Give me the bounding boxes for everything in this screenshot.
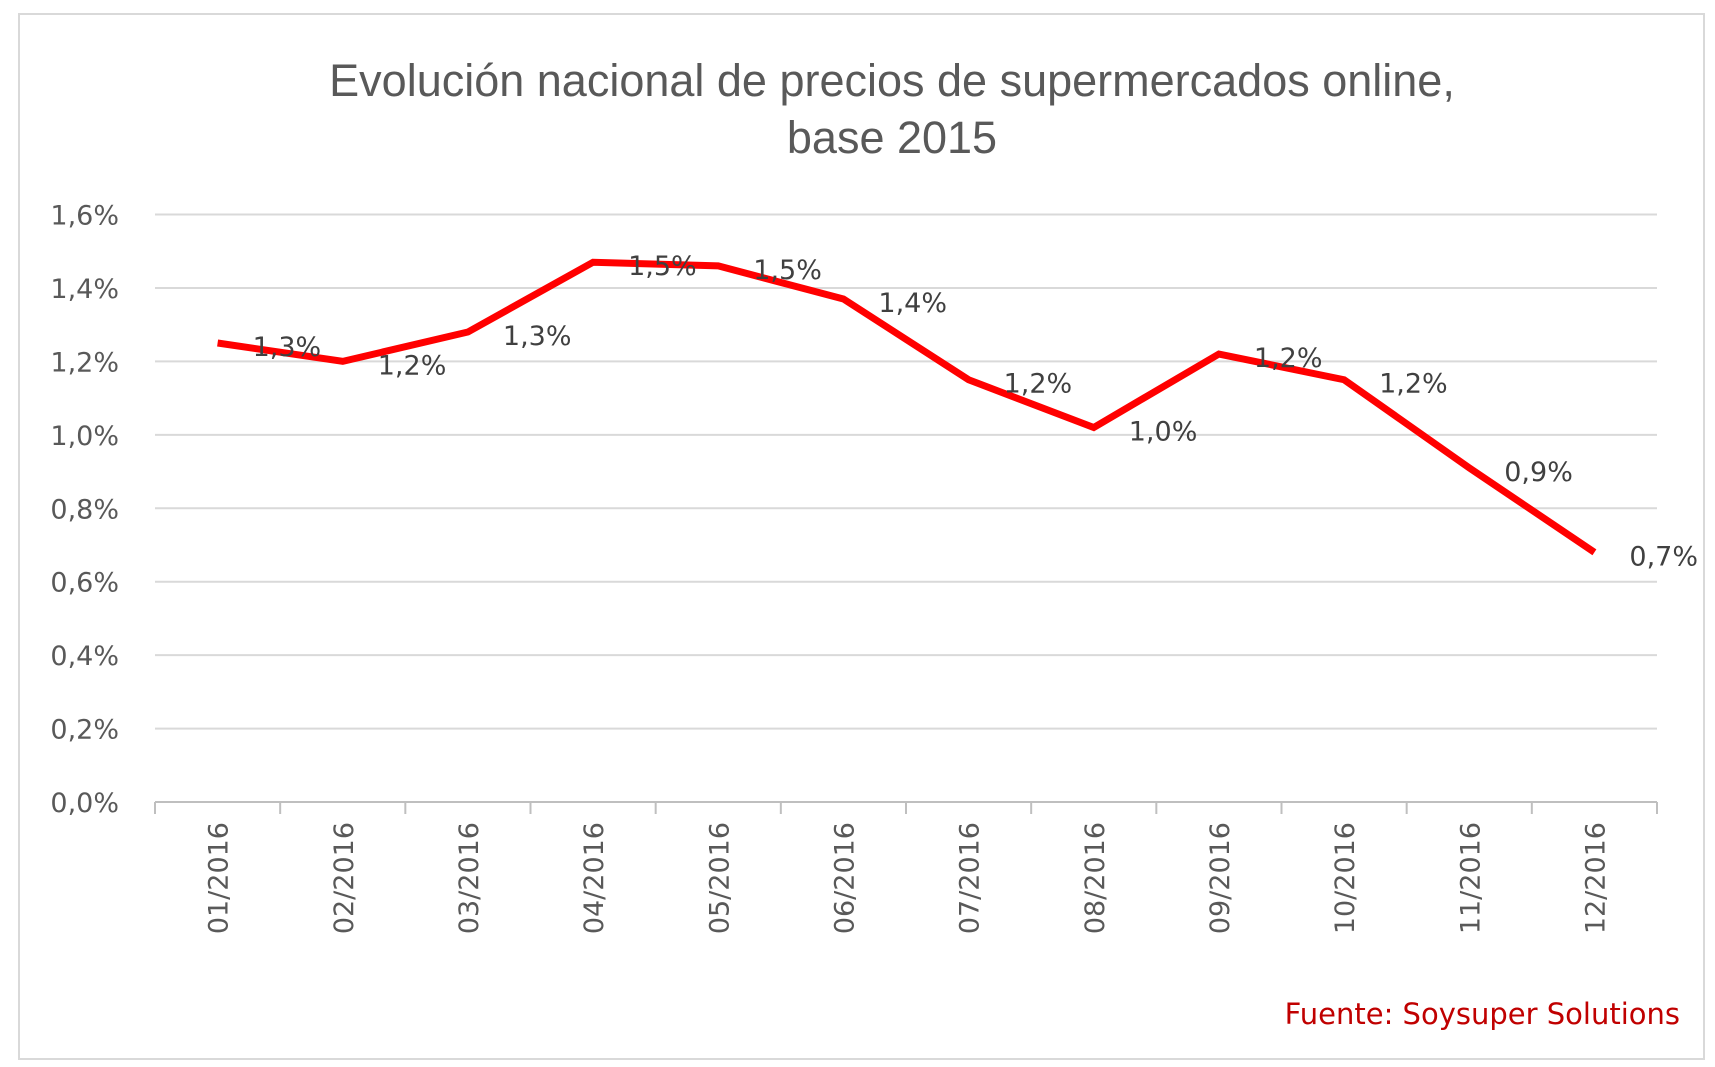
series-line [217,258,1597,556]
data-label: 1,2% [1004,369,1073,400]
x-tick-label: 11/2016 [1455,822,1486,934]
data-label: 1,0% [1129,416,1198,447]
data-label: 1,4% [878,288,947,319]
x-tick-label: 06/2016 [829,822,860,934]
x-tick-label: 10/2016 [1330,822,1361,934]
chart-frame [18,13,1705,1060]
x-tick-label: 08/2016 [1080,822,1111,934]
y-tick-label: 0,6% [50,568,119,599]
data-label: 0,9% [1504,457,1573,488]
x-tick-label: 04/2016 [579,822,610,934]
data-label: 1,5% [628,251,697,282]
chart-title-line-1: Evolución nacional de precios de superme… [329,55,1455,106]
y-tick-label: 1,4% [50,274,119,305]
data-label: 1,5% [753,255,822,286]
y-tick-label: 0,8% [50,494,119,525]
x-tick-label: 09/2016 [1205,822,1236,934]
x-tick-label: 05/2016 [704,822,735,934]
x-tick-label: 12/2016 [1580,822,1611,934]
x-tick-label: 07/2016 [955,822,986,934]
series-group [217,258,1597,556]
y-axis: 0,0% 0,2% 0,4% 0,6% 0,8% 1,0% 1,2% 1,4% 1,6% [50,201,119,820]
source-note: Fuente: Soysuper Solutions [1285,997,1680,1031]
chart-title-line-2: base 2015 [787,112,997,163]
x-tick-label: 02/2016 [329,822,360,934]
y-tick-label: 0,0% [50,788,119,819]
y-tick-label: 1,2% [50,347,119,378]
data-label: 1,3% [503,321,572,352]
gridlines [155,213,1657,730]
y-tick-label: 1,6% [50,201,119,232]
data-label: 1,2% [1254,343,1323,374]
data-label: 0,7% [1629,541,1698,572]
data-label: 1,3% [253,332,322,363]
x-tick-label: 03/2016 [454,822,485,934]
x-axis: 01/2016 02/2016 03/2016 04/2016 05/2016 06/20… [154,801,1658,934]
y-tick-label: 1,0% [50,421,119,452]
data-label: 1,2% [1379,369,1448,400]
y-tick-label: 0,4% [50,641,119,672]
x-tick-label: 01/2016 [204,822,235,934]
data-labels: 1,3% 1,2% 1,3% 1,5% 1,5% 1,4% 1,2% 1,0% 1,2% 1,2%… [253,251,1698,572]
y-tick-label: 0,2% [50,715,119,746]
data-label: 1,2% [378,350,447,381]
